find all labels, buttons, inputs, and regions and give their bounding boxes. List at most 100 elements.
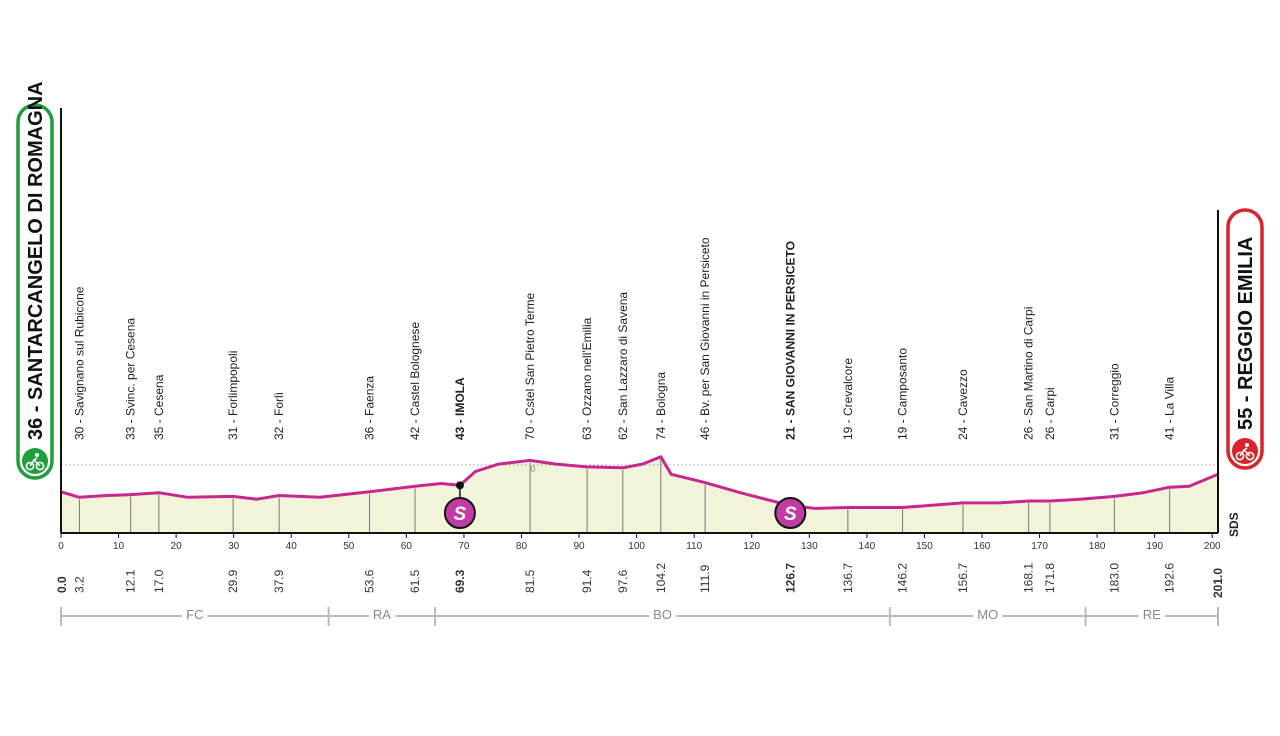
x-tick-label: 140 [859,541,876,552]
waypoint-label: 33 - Svinc. per Cesena [124,318,138,440]
province-label-bg [368,607,396,622]
brand-logo-text: SDS [1227,512,1241,537]
bicycle-icon-frame [1239,447,1251,457]
x-tick-label: 20 [171,541,183,552]
waypoint-label: 35 - Cesena [152,374,166,440]
bicycle-icon-wheel [35,461,45,471]
waypoint-km-label: 104.2 [654,563,668,593]
waypoint-label: 30 - Savignano sul Rubicone [72,286,86,440]
profile-marker-text: 0 [530,464,535,474]
waypoint-km-label: 171.8 [1043,563,1057,593]
waypoint-km-label: 111.9 [698,564,712,593]
waypoint-km-label: 146.2 [896,563,910,593]
waypoint-label: 43 - IMOLA [453,377,467,440]
x-tick-label: 120 [743,541,760,552]
waypoint-km-label: 156.7 [956,563,970,593]
x-tick-label: 70 [458,541,470,552]
sprint-badge-icon [443,497,476,529]
waypoint-label: 41 - La Villa [1163,377,1177,440]
km-labels-layer: 3.2 12.1 17.0 29.9 37.9 53.6 61.5 69.3 81.5 91.4 9… [55,563,1225,598]
waypoint-label: 36 - Faenza [363,376,377,440]
bicycle-icon [25,461,35,471]
profile-area [61,456,1218,533]
waypoint-km-label: 97.6 [616,569,630,593]
waypoint-label: 62 - San Lazzaro di Savena [616,292,630,440]
waypoint-km-label: 17.0 [152,569,166,593]
start-badge [16,103,54,480]
profile-area-layer: 0 [60,108,1219,533]
x-tick-label: 130 [801,541,818,552]
waypoint-label: 19 - Camposanto [896,348,910,440]
x-tick-label: 190 [1146,541,1163,552]
x-tick-label: 100 [628,541,645,552]
waypoint-km-label: 168.1 [1022,563,1036,593]
sprint-point [455,481,464,490]
bicycle-icon-rider [1245,443,1249,447]
bicycle-icon-rider [35,453,39,457]
waypoint-km-label: 12.1 [124,569,138,593]
waypoint-label: 63 - Ozzano nell'Emilia [580,317,594,440]
x-tick-label: 30 [228,541,240,552]
waypoint-km-label: 192.6 [1163,563,1177,593]
waypoint-km-label: 91.4 [580,569,594,593]
x-tick-label: 10 [113,541,125,552]
finish-label: 55 - REGGIO EMILIA [1235,237,1257,430]
province-label: MO [977,607,998,622]
province-label: BO [653,607,672,622]
x-tick-label: 50 [343,541,355,552]
province-label: RE [1143,607,1161,622]
bicycle-icon-frame [29,457,41,467]
start-finish-layer: 36 - SANTARCANGELO DI ROMAGNA 55 - REGGIO… [16,81,1264,480]
waypoint-label: 26 - Carpi [1043,387,1057,440]
province-label: FC [186,607,203,622]
x-tick-label: 80 [516,541,528,552]
waypoint-km-label: 126.7 [783,563,797,593]
waypoint-label: 24 - Cavezzo [956,369,970,440]
waypoint-km-label: 53.6 [363,569,377,593]
start-label: 36 - SANTARCANGELO DI ROMAGNA [25,81,47,440]
waypoint-label: 21 - SAN GIOVANNI IN PERSICETO [783,241,797,440]
x-tick-label: 200 [1204,541,1221,552]
province-label-bg [649,607,676,622]
waypoint-km-label: 81.5 [523,569,537,593]
waypoint-labels-layer: 30 - Savignano sul Rubicone 33 - Svinc. p… [72,237,1176,440]
x-tick-label: 60 [401,541,413,552]
province-bar: FC RA BO MO RE [60,607,1219,626]
waypoint-km-label: 61.5 [408,569,422,593]
waypoint-label: 74 - Bologna [654,372,668,440]
start-km-label: 0.0 [55,576,69,593]
waypoint-label: 26 - San Martino di Carpi [1022,307,1036,440]
waypoint-km-label: 37.9 [272,569,286,593]
sprint-badge-letter: S [454,504,467,525]
finish-badge [1226,208,1264,470]
x-tick-label: 170 [1031,541,1048,552]
waypoint-label: 31 - Correggio [1107,363,1121,440]
province-label-bg [182,607,208,622]
x-tick-label: 90 [573,541,585,552]
x-tick-label: 150 [916,541,933,552]
province-label: RA [373,607,391,622]
x-tick-label: 40 [286,541,298,552]
waypoint-label: 46 - Bv. per San Giovanni in Persiceto [698,237,712,440]
waypoint-km-label: 136.7 [841,563,855,593]
waypoint-label: 32 - Forlì [272,392,286,440]
province-label-bg [1138,607,1166,622]
sprint-badge-letter: S [784,504,797,525]
sprint-badge-icon [774,497,807,529]
waypoint-label: 19 - Crevalcore [841,358,855,440]
x-tick-label: 180 [1089,541,1106,552]
waypoint-label: 70 - Cstel San Pietro Terme [523,292,537,440]
finish-km-label: 201.0 [1211,568,1225,598]
x-axis: 0 10 20 30 40 50 60 70 80 90 100 110 120 130 140 150 160… [58,512,1241,552]
province-label-bg [973,607,1003,622]
x-tick-label: 0 [58,541,64,552]
x-tick-label: 160 [974,541,991,552]
x-tick-label: 110 [686,541,702,552]
waypoint-km-label: 183.0 [1107,563,1121,593]
waypoint-km-label: 69.3 [453,569,467,593]
profile-line [60,455,1219,510]
bicycle-icon-wheel [1245,451,1255,461]
